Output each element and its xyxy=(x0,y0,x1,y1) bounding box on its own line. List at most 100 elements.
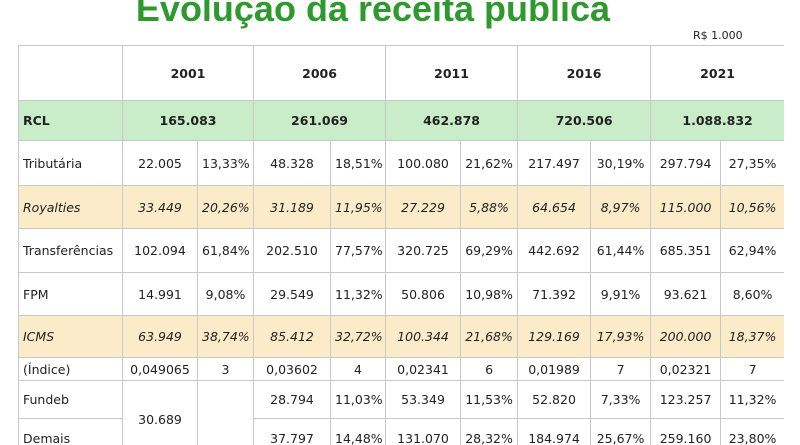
value-cell: 115.000 xyxy=(650,185,722,229)
table-frame: 2001 2006 2011 2016 2021 RCL 165.083 261.069 462… xyxy=(18,45,784,445)
value-cell: 63.949 xyxy=(122,315,198,358)
year-header: 2006 xyxy=(253,45,387,101)
value-cell: 259.160 xyxy=(650,418,722,445)
value-cell: 8,60% xyxy=(720,272,784,316)
value-cell: 11,03% xyxy=(330,380,387,419)
value-cell: 28,32% xyxy=(460,418,519,445)
value-cell: 25,67% xyxy=(590,418,652,445)
value-cell: 61,84% xyxy=(196,228,255,273)
value-cell: 0,02341 xyxy=(385,357,462,381)
value-cell: 100.344 xyxy=(385,315,462,358)
value-cell: 10,56% xyxy=(720,185,784,229)
value-cell: 21,68% xyxy=(460,315,519,358)
value-cell: 0,049065 xyxy=(122,357,198,381)
value-cell: 200.000 xyxy=(650,315,722,358)
rcl-value: 462.878 xyxy=(385,100,519,141)
value-cell: 33.449 xyxy=(122,185,198,229)
value-cell: 442.692 xyxy=(517,228,592,273)
value-cell: 6 xyxy=(460,357,519,381)
rcl-value: 261.069 xyxy=(253,100,387,141)
revenue-table: 2001 2006 2011 2016 2021 RCL 165.083 261.069 462… xyxy=(18,45,784,445)
value-cell: 3 xyxy=(196,357,255,381)
value-cell: 61,44% xyxy=(590,228,652,273)
value-cell: 11,53% xyxy=(460,380,519,419)
value-cell: 320.725 xyxy=(385,228,462,273)
merged-value: 30.689 xyxy=(122,380,198,445)
value-cell: 23,80% xyxy=(720,418,784,445)
value-cell: 0,01989 xyxy=(517,357,592,381)
year-header: 2021 xyxy=(650,45,784,101)
table-row: Demais 37.797 14,48% 131.070 28,32% 184.974 25… xyxy=(18,418,784,445)
value-cell: 21,62% xyxy=(460,140,519,186)
value-cell: 8,97% xyxy=(590,185,652,229)
value-cell: 30,19% xyxy=(590,140,652,186)
value-cell: 7 xyxy=(590,357,652,381)
value-cell: 62,94% xyxy=(720,228,784,273)
value-cell: 5,88% xyxy=(460,185,519,229)
value-cell: 217.497 xyxy=(517,140,592,186)
value-cell: 11,32% xyxy=(330,272,387,316)
value-cell: 64.654 xyxy=(517,185,592,229)
table-row: ICMS 63.949 38,74% 85.412 32,72% 100.344 21,68… xyxy=(18,315,784,358)
value-cell: 9,08% xyxy=(196,272,255,316)
table-row: Transferências 102.094 61,84% 202.510 77,57%… xyxy=(18,228,784,273)
row-label: Royalties xyxy=(18,185,123,229)
value-cell: 93.621 xyxy=(650,272,722,316)
table-row: FPM 14.991 9,08% 29.549 11,32% 50.806 10,98% 71… xyxy=(18,272,784,316)
table-row: Tributária 22.005 13,33% 48.328 18,51% 100.08… xyxy=(18,140,784,186)
value-cell: 48.328 xyxy=(253,140,332,186)
value-cell: 50.806 xyxy=(385,272,462,316)
value-cell: 10,98% xyxy=(460,272,519,316)
value-cell: 18,37% xyxy=(720,315,784,358)
table-row: Royalties 33.449 20,26% 31.189 11,95% 27.229 5… xyxy=(18,185,784,229)
value-cell: 27,35% xyxy=(720,140,784,186)
value-cell: 71.392 xyxy=(517,272,592,316)
row-label: ICMS xyxy=(18,315,123,358)
value-cell: 20,26% xyxy=(196,185,255,229)
value-cell: 17,93% xyxy=(590,315,652,358)
rcl-value: 165.083 xyxy=(121,100,255,141)
value-cell: 28.794 xyxy=(253,380,332,419)
value-cell: 102.094 xyxy=(122,228,198,273)
value-cell: 37.797 xyxy=(253,418,332,445)
value-cell: 27.229 xyxy=(385,185,462,229)
value-cell: 685.351 xyxy=(650,228,722,273)
value-cell: 32,72% xyxy=(330,315,387,358)
value-cell: 77,57% xyxy=(330,228,387,273)
value-cell: 123.257 xyxy=(650,380,722,419)
year-header: 2001 xyxy=(121,45,255,101)
value-cell: 31.189 xyxy=(253,185,332,229)
value-cell: 202.510 xyxy=(253,228,332,273)
value-cell: 52.820 xyxy=(517,380,592,419)
value-cell: 100.080 xyxy=(385,140,462,186)
rcl-value: 1.088.832 xyxy=(650,100,784,141)
row-label: Fundeb xyxy=(18,380,123,419)
unit-note: R$ 1.000 xyxy=(693,29,743,42)
value-cell: 14.991 xyxy=(122,272,198,316)
table-row: 2001 2006 2011 2016 2021 xyxy=(18,45,784,101)
value-cell: 85.412 xyxy=(253,315,332,358)
table-row: Fundeb 30.689 28.794 11,03% 53.349 11,53% 52.8… xyxy=(18,380,784,445)
value-cell: 297.794 xyxy=(650,140,722,186)
row-label: Demais xyxy=(18,418,123,445)
row-label: RCL xyxy=(18,100,123,141)
value-cell: 9,91% xyxy=(590,272,652,316)
row-label: Transferências xyxy=(18,228,123,273)
value-cell: 11,95% xyxy=(330,185,387,229)
rcl-value: 720.506 xyxy=(517,100,652,141)
row-label: FPM xyxy=(18,272,123,316)
table-row: RCL 165.083 261.069 462.878 720.506 1.088.832 xyxy=(18,100,784,141)
value-cell: 7,33% xyxy=(590,380,652,419)
corner-cell xyxy=(18,45,123,101)
value-cell: 0,02321 xyxy=(650,357,722,381)
value-cell: 13,33% xyxy=(196,140,255,186)
value-cell: 0,03602 xyxy=(253,357,332,381)
empty-cell xyxy=(196,380,255,445)
value-cell: 69,29% xyxy=(460,228,519,273)
row-label: Tributária xyxy=(18,140,123,186)
value-cell: 53.349 xyxy=(385,380,462,419)
value-cell: 22.005 xyxy=(122,140,198,186)
value-cell: 29.549 xyxy=(253,272,332,316)
value-cell: 7 xyxy=(720,357,784,381)
